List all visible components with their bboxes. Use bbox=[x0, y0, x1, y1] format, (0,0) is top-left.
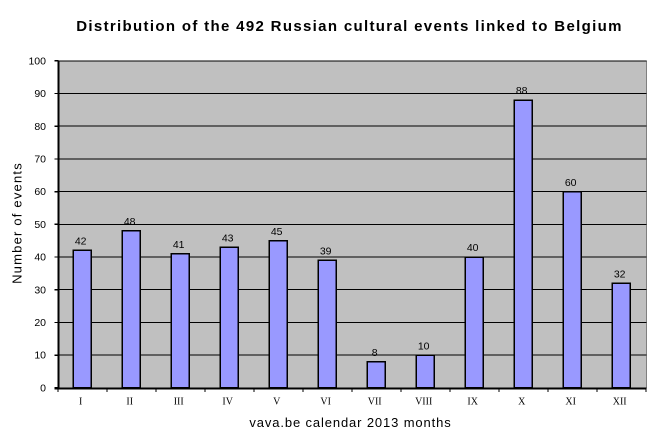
svg-text:20: 20 bbox=[34, 317, 46, 329]
svg-text:45: 45 bbox=[271, 226, 283, 238]
svg-text:70: 70 bbox=[34, 154, 46, 166]
svg-text:III: III bbox=[174, 397, 184, 408]
svg-text:88: 88 bbox=[516, 85, 528, 97]
svg-text:40: 40 bbox=[467, 242, 479, 254]
svg-text:32: 32 bbox=[614, 268, 626, 280]
svg-text:II: II bbox=[126, 397, 133, 408]
svg-text:90: 90 bbox=[34, 88, 46, 100]
svg-text:60: 60 bbox=[34, 186, 46, 198]
svg-text:IV: IV bbox=[222, 397, 233, 408]
svg-text:50: 50 bbox=[34, 219, 46, 231]
svg-text:80: 80 bbox=[34, 121, 46, 133]
svg-text:XI: XI bbox=[565, 397, 576, 408]
svg-text:VIII: VIII bbox=[415, 397, 432, 408]
svg-text:IX: IX bbox=[467, 397, 478, 408]
svg-text:vava.be calendar 2013 months: vava.be calendar 2013 months bbox=[249, 415, 451, 430]
svg-text:8: 8 bbox=[372, 347, 378, 359]
svg-text:10: 10 bbox=[34, 350, 46, 362]
svg-text:41: 41 bbox=[173, 239, 185, 251]
svg-text:39: 39 bbox=[320, 245, 332, 257]
svg-text:V: V bbox=[273, 397, 281, 408]
svg-text:VII: VII bbox=[368, 397, 382, 408]
svg-text:100: 100 bbox=[28, 55, 46, 67]
svg-text:Distribution of the 492 Russia: Distribution of the 492 Russian cultural… bbox=[76, 18, 623, 35]
svg-text:48: 48 bbox=[124, 216, 136, 228]
svg-text:10: 10 bbox=[418, 340, 430, 352]
svg-text:30: 30 bbox=[34, 284, 46, 296]
svg-text:40: 40 bbox=[34, 252, 46, 264]
svg-text:Number of events: Number of events bbox=[10, 162, 25, 284]
svg-text:VI: VI bbox=[320, 397, 331, 408]
svg-text:0: 0 bbox=[40, 382, 46, 394]
svg-text:42: 42 bbox=[75, 236, 87, 248]
svg-text:60: 60 bbox=[565, 177, 577, 189]
svg-text:XII: XII bbox=[613, 397, 627, 408]
svg-text:X: X bbox=[518, 397, 526, 408]
svg-text:43: 43 bbox=[222, 232, 234, 244]
svg-text:I: I bbox=[79, 397, 82, 408]
